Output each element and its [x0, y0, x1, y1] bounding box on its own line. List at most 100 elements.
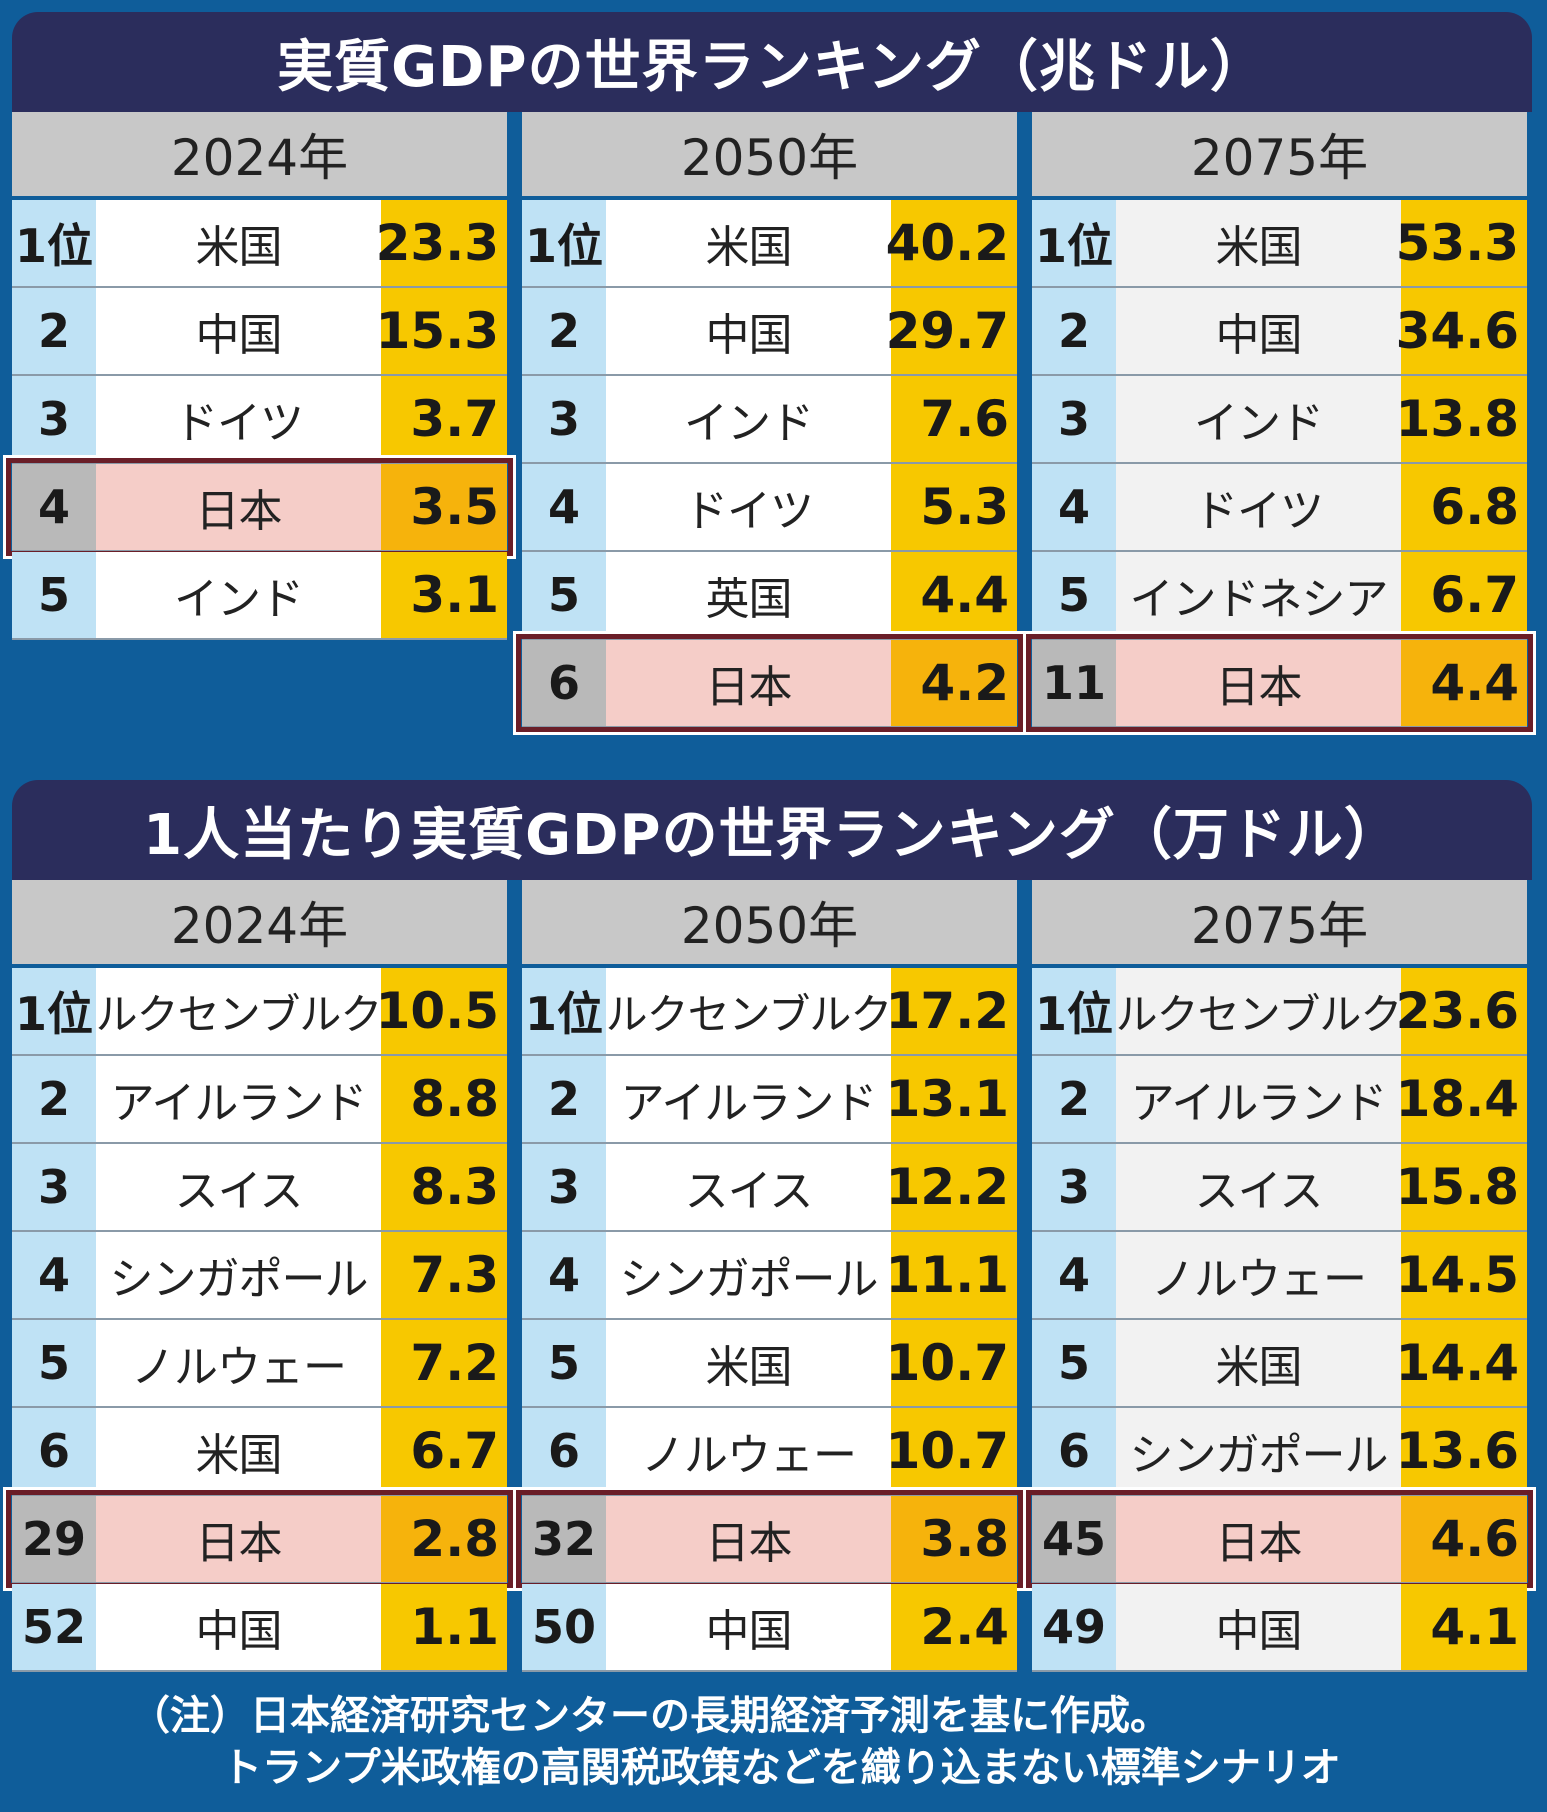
rank-cell: 3 [1032, 376, 1116, 462]
value-cell: 34.6 [1396, 288, 1527, 374]
rank-cell: 5 [522, 1320, 606, 1406]
table-row: 6 米国 6.7 [12, 1408, 507, 1496]
rank-cell: 3 [1032, 1144, 1116, 1230]
table-row: 52 中国 1.1 [12, 1584, 507, 1672]
value-cell: 13.6 [1396, 1408, 1527, 1494]
value-cell: 13.8 [1396, 376, 1527, 462]
table-row: 1位 米国 40.2 [522, 200, 1017, 288]
rank-cell: 2 [1032, 288, 1116, 374]
table-row: 6 ノルウェー 10.7 [522, 1408, 1017, 1496]
value-cell: 4.4 [1401, 640, 1527, 726]
rank-cell: 2 [12, 288, 96, 374]
country-cell: ドイツ [174, 398, 304, 449]
value-cell: 14.4 [1396, 1320, 1527, 1406]
country-cell: 中国 [705, 1606, 793, 1657]
ranking-rows: 1位 米国 23.3 2 中国 15.3 3 ドイツ 3.7 4 日本 3.5 5 インド 3.1 [6, 200, 513, 640]
country-cell: インド [684, 398, 814, 449]
value-cell: 6.7 [1401, 552, 1527, 638]
year-column: 2075年 1位 米国 53.3 2 中国 34.6 3 インド 13.8 4 ドイツ 6.8 5 インドネ… [1026, 112, 1533, 732]
value-cell: 13.1 [886, 1056, 1017, 1142]
rank-cell: 2 [522, 1056, 606, 1142]
country-cell: 米国 [195, 222, 283, 273]
year-header: 2050年 [522, 112, 1017, 196]
value-cell: 4.1 [1401, 1584, 1527, 1670]
ranking-rows: 1位 米国 40.2 2 中国 29.7 3 インド 7.6 4 ドイツ 5.3 5 英国 4.4 6 日本 4.… [516, 200, 1023, 732]
value-cell: 10.7 [886, 1408, 1017, 1494]
value-cell: 18.4 [1396, 1056, 1527, 1142]
country-cell: 米国 [705, 1342, 793, 1393]
footnote-line-1: （注）日本経済研究センターの長期経済予測を基に作成。 [130, 1693, 1170, 1739]
country-cell: シンガポール [619, 1254, 879, 1305]
country-cell: 日本 [195, 1518, 283, 1569]
japan-row: 6 日本 4.2 [516, 634, 1023, 732]
table-row: 2 アイルランド 18.4 [1032, 1056, 1527, 1144]
country-cell: インド [174, 574, 304, 625]
country-cell: アイルランド [620, 1078, 878, 1129]
country-cell: アイルランド [1130, 1078, 1388, 1129]
country-cell: 日本 [195, 486, 283, 537]
country-cell: 中国 [705, 310, 793, 361]
value-cell: 53.3 [1396, 200, 1527, 286]
columns: 2024年 1位 ルクセンブルク 10.5 2 アイルランド 8.8 3 スイス 8.3 4 シンガポ… [6, 880, 1533, 1672]
value-cell: 4.6 [1401, 1496, 1527, 1582]
country-cell: シンガポール [1129, 1430, 1389, 1481]
country-cell: ルクセンブルク [96, 989, 381, 1039]
table-row: 2 アイルランド 8.8 [12, 1056, 507, 1144]
year-header: 2075年 [1032, 112, 1527, 196]
table-row: 2 中国 29.7 [522, 288, 1017, 376]
year-column: 2050年 1位 米国 40.2 2 中国 29.7 3 インド 7.6 4 ドイツ 5.3 5 英国 4.4… [516, 112, 1023, 732]
value-cell: 3.5 [381, 464, 507, 550]
country-cell: 日本 [705, 1518, 793, 1569]
value-cell: 6.7 [381, 1408, 507, 1494]
table-row: 2 中国 15.3 [12, 288, 507, 376]
rank-cell: 3 [522, 376, 606, 462]
rank-cell: 5 [522, 552, 606, 638]
rank-cell: 3 [12, 1144, 96, 1230]
country-cell: 中国 [195, 310, 283, 361]
value-cell: 23.3 [376, 200, 507, 286]
section-title: 実質GDPの世界ランキング（兆ドル） [12, 12, 1532, 112]
rank-cell: 1位 [1032, 968, 1116, 1054]
value-cell: 5.3 [891, 464, 1017, 550]
table-row: 2 アイルランド 13.1 [522, 1056, 1017, 1144]
value-cell: 6.8 [1401, 464, 1527, 550]
country-cell: インド [1194, 398, 1324, 449]
year-header: 2075年 [1032, 880, 1527, 964]
country-cell: 中国 [1215, 1606, 1303, 1657]
ranking-rows: 1位 ルクセンブルク 10.5 2 アイルランド 8.8 3 スイス 8.3 4 シンガポール 7.3… [6, 968, 513, 1672]
value-cell: 3.7 [381, 376, 507, 462]
rank-cell: 5 [1032, 552, 1116, 638]
rank-cell: 2 [522, 288, 606, 374]
columns: 2024年 1位 米国 23.3 2 中国 15.3 3 ドイツ 3.7 4 日本 3.5 5 インド 3.1… [6, 112, 1533, 732]
value-cell: 17.2 [886, 968, 1017, 1054]
ranking-rows: 1位 米国 53.3 2 中国 34.6 3 インド 13.8 4 ドイツ 6.8 5 インドネシア 6.7… [1026, 200, 1533, 732]
value-cell: 8.3 [381, 1144, 507, 1230]
value-cell: 29.7 [886, 288, 1017, 374]
rank-cell: 45 [1032, 1496, 1116, 1582]
table-row: 1位 ルクセンブルク 17.2 [522, 968, 1017, 1056]
table-row: 3 ドイツ 3.7 [12, 376, 507, 464]
country-cell: スイス [174, 1166, 304, 1217]
rank-cell: 4 [522, 1232, 606, 1318]
table-row: 49 中国 4.1 [1032, 1584, 1527, 1672]
table-row: 3 インド 7.6 [522, 376, 1017, 464]
rank-cell: 5 [12, 552, 96, 638]
year-column: 2050年 1位 ルクセンブルク 17.2 2 アイルランド 13.1 3 スイス 12.2 4 シン… [516, 880, 1023, 1672]
value-cell: 10.7 [886, 1320, 1017, 1406]
country-cell: スイス [684, 1166, 814, 1217]
gdp-ranking-section: 実質GDPの世界ランキング（兆ドル） 2024年 1位 米国 23.3 2 中国 15.3 3… [6, 12, 1533, 732]
japan-row: 11 日本 4.4 [1026, 634, 1533, 732]
country-cell: ノルウェー [1151, 1254, 1367, 1305]
year-column: 2024年 1位 米国 23.3 2 中国 15.3 3 ドイツ 3.7 4 日本 3.5 5 インド 3.1 [6, 112, 513, 640]
value-cell: 15.8 [1396, 1144, 1527, 1230]
rank-cell: 1位 [12, 968, 96, 1054]
country-cell: 中国 [1215, 310, 1303, 361]
country-cell: 米国 [1215, 222, 1303, 273]
japan-row: 32 日本 3.8 [516, 1490, 1023, 1588]
table-row: 4 シンガポール 7.3 [12, 1232, 507, 1320]
table-row: 5 インドネシア 6.7 [1032, 552, 1527, 640]
country-cell: ルクセンブルク [1116, 989, 1401, 1039]
rank-cell: 2 [1032, 1056, 1116, 1142]
rank-cell: 2 [12, 1056, 96, 1142]
value-cell: 1.1 [381, 1584, 507, 1670]
